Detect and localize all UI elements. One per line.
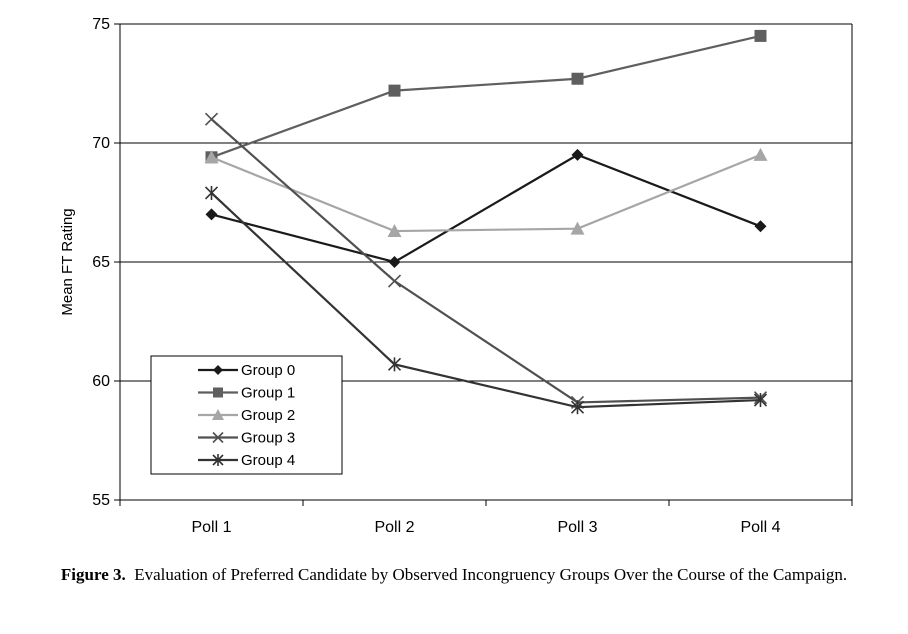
series-line [210, 118, 761, 404]
data-point-x [212, 431, 224, 444]
data-point-diamond [205, 208, 218, 221]
data-point-x [387, 274, 402, 288]
data-point-triangle [212, 409, 224, 420]
series-group-2 [204, 147, 768, 238]
data-point-triangle [753, 147, 768, 161]
series-line [211, 153, 761, 264]
data-point-triangle [204, 150, 219, 164]
legend-label: Group 3 [241, 430, 295, 447]
data-point-asterisk [204, 185, 219, 200]
series-group-0 [205, 148, 767, 268]
legend-box [150, 355, 343, 475]
y-tick-label: 75 [92, 16, 110, 33]
legend-item: Group 4 [198, 452, 295, 469]
y-axis-title: Mean FT Rating [59, 208, 76, 315]
y-axis-ticks: 55 60 65 70 75 [92, 16, 120, 509]
y-tick-label: 65 [92, 254, 110, 271]
y-tick-label: 55 [92, 492, 110, 509]
data-point-asterisk [212, 454, 224, 466]
y-tick-label: 60 [92, 373, 110, 390]
data-point-square [571, 72, 584, 85]
legend-label: Group 0 [241, 362, 295, 379]
series-group-4 [204, 185, 768, 415]
series-group-1 [205, 29, 767, 164]
line-chart: 55 60 65 70 75 Poll 1 Poll 2 Poll 3 Poll 4 Mean… [59, 16, 853, 536]
data-point-square [754, 29, 767, 42]
x-tick-label: Poll 3 [557, 519, 597, 536]
legend: Group 0 Group 1 Group 2 Group 3 Group 4 [150, 355, 343, 475]
legend-item: Group 2 [198, 407, 295, 424]
series-line [211, 153, 761, 233]
data-point-asterisk [570, 400, 585, 415]
series-line [210, 192, 761, 409]
y-tick-label: 70 [92, 135, 110, 152]
legend-item: Group 3 [198, 430, 295, 447]
gridlines [120, 23, 852, 382]
x-axis-ticks: Poll 1 Poll 2 Poll 3 Poll 4 [119, 500, 853, 536]
figure-caption: Figure 3. Evaluation of Preferred Candid… [40, 564, 868, 585]
data-point-square [388, 84, 401, 97]
series-group [204, 29, 768, 415]
data-point-asterisk [753, 393, 768, 408]
legend-item: Group 1 [198, 385, 295, 402]
data-point-diamond [754, 220, 767, 233]
data-point-square [213, 387, 223, 398]
data-point-diamond [388, 256, 401, 268]
data-point-triangle [387, 224, 402, 238]
data-point-diamond [213, 365, 223, 375]
legend-item: Group 0 [198, 362, 295, 379]
legend-label: Group 4 [241, 452, 295, 469]
data-point-asterisk [387, 357, 402, 372]
series-line [211, 34, 761, 159]
figure-caption-label: Figure 3. [60, 565, 126, 584]
x-tick-label: Poll 2 [374, 519, 414, 536]
x-tick-label: Poll 4 [740, 519, 780, 536]
data-point-diamond [571, 148, 584, 161]
legend-label: Group 2 [241, 407, 295, 424]
x-tick-label: Poll 1 [191, 519, 231, 536]
figure-caption-text: Evaluation of Preferred Candidate by Obs… [134, 565, 848, 584]
legend-label: Group 1 [241, 385, 295, 402]
data-point-triangle [570, 221, 585, 235]
data-point-x [204, 112, 219, 126]
